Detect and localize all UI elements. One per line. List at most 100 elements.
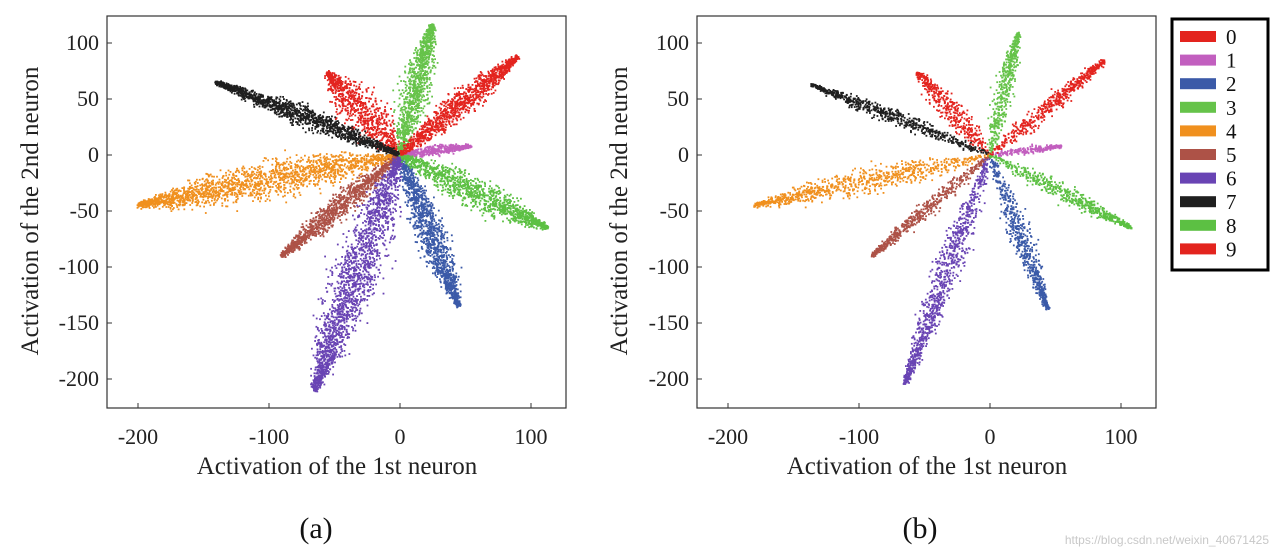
point bbox=[270, 178, 272, 180]
point bbox=[343, 105, 345, 107]
point bbox=[327, 158, 329, 160]
point bbox=[429, 71, 432, 74]
point bbox=[219, 188, 222, 191]
point bbox=[416, 75, 418, 77]
point bbox=[340, 80, 343, 82]
point bbox=[325, 161, 328, 163]
point bbox=[418, 89, 420, 92]
point bbox=[259, 174, 262, 177]
point bbox=[170, 202, 173, 205]
point bbox=[358, 100, 361, 103]
point bbox=[301, 173, 304, 175]
point bbox=[431, 60, 434, 63]
point bbox=[410, 151, 413, 154]
point bbox=[359, 117, 362, 120]
point bbox=[403, 166, 406, 169]
point bbox=[370, 98, 372, 100]
point bbox=[412, 181, 415, 184]
point bbox=[412, 216, 415, 219]
point bbox=[433, 234, 436, 236]
point bbox=[341, 109, 343, 112]
point bbox=[421, 216, 424, 219]
point bbox=[392, 89, 395, 92]
point bbox=[433, 255, 436, 258]
point bbox=[404, 97, 407, 100]
point bbox=[229, 193, 232, 196]
point bbox=[356, 121, 359, 123]
point bbox=[409, 86, 412, 89]
point bbox=[358, 167, 361, 170]
point bbox=[418, 98, 420, 101]
point bbox=[413, 86, 416, 89]
point bbox=[398, 117, 401, 120]
point bbox=[445, 277, 447, 280]
point bbox=[429, 34, 432, 36]
point bbox=[202, 198, 205, 201]
point bbox=[326, 72, 329, 75]
point bbox=[199, 195, 202, 198]
point bbox=[326, 162, 329, 165]
point bbox=[421, 68, 424, 71]
point bbox=[269, 199, 271, 202]
point bbox=[437, 263, 439, 266]
point bbox=[440, 269, 443, 271]
point bbox=[431, 226, 434, 228]
point bbox=[214, 196, 217, 198]
point bbox=[353, 126, 356, 129]
point bbox=[411, 68, 414, 70]
point bbox=[406, 118, 409, 121]
point bbox=[451, 260, 453, 262]
point bbox=[194, 185, 197, 188]
point bbox=[422, 66, 425, 68]
point bbox=[433, 37, 435, 40]
point bbox=[428, 240, 430, 243]
point bbox=[365, 90, 368, 93]
point bbox=[376, 162, 379, 165]
point bbox=[433, 247, 435, 249]
point bbox=[454, 278, 456, 281]
point bbox=[419, 41, 422, 44]
point bbox=[449, 261, 451, 263]
point bbox=[281, 177, 283, 180]
point bbox=[426, 234, 429, 237]
point bbox=[404, 100, 406, 103]
point bbox=[430, 205, 433, 208]
point bbox=[405, 126, 408, 128]
panel-a-ylabel: Activation of the 2nd neuron bbox=[17, 66, 44, 355]
point bbox=[367, 126, 370, 129]
point bbox=[440, 254, 442, 257]
point bbox=[421, 234, 424, 236]
point bbox=[440, 227, 443, 230]
point bbox=[188, 188, 191, 190]
point bbox=[432, 232, 435, 234]
point bbox=[429, 216, 432, 218]
point bbox=[443, 272, 446, 275]
point bbox=[425, 151, 427, 154]
point bbox=[264, 175, 267, 178]
point bbox=[180, 199, 182, 201]
point bbox=[404, 71, 407, 74]
point bbox=[408, 80, 410, 82]
point bbox=[439, 281, 442, 284]
point bbox=[440, 242, 443, 245]
point bbox=[244, 172, 246, 175]
point bbox=[362, 105, 365, 107]
point bbox=[384, 122, 386, 125]
point bbox=[429, 70, 432, 73]
point bbox=[219, 190, 222, 192]
point bbox=[328, 172, 330, 174]
point bbox=[416, 102, 419, 105]
point bbox=[406, 217, 408, 220]
point bbox=[441, 244, 444, 247]
point bbox=[324, 172, 326, 175]
point bbox=[351, 105, 354, 108]
point bbox=[352, 80, 355, 83]
point bbox=[332, 85, 335, 87]
point bbox=[234, 183, 237, 186]
point bbox=[424, 205, 427, 208]
point bbox=[300, 177, 302, 179]
point bbox=[415, 205, 418, 208]
point bbox=[437, 273, 439, 275]
point bbox=[436, 145, 439, 147]
point bbox=[417, 213, 420, 215]
